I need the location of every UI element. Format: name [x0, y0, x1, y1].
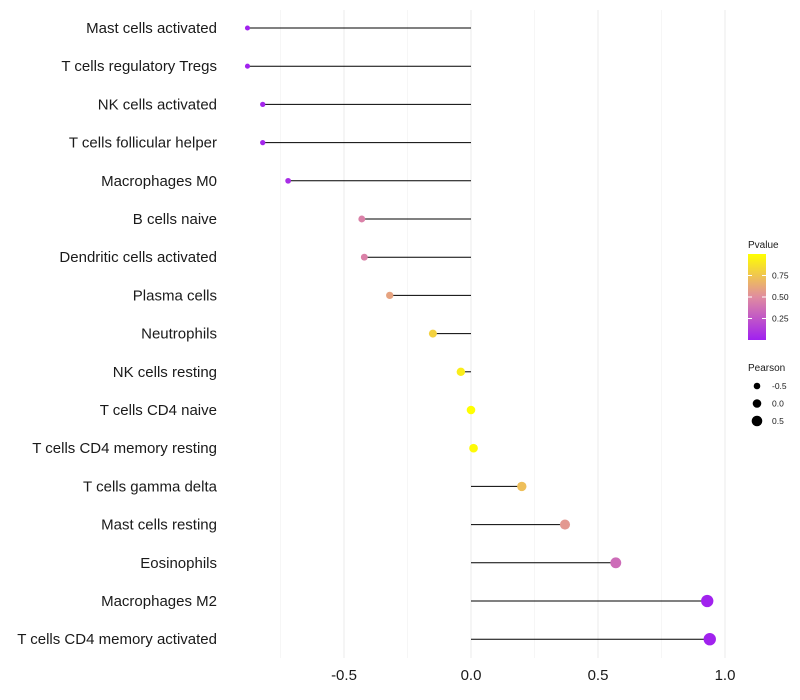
category-label: NK cells activated: [98, 96, 217, 113]
category-label: T cells regulatory Tregs: [61, 58, 217, 75]
pvalue-tick-label: 0.25: [772, 314, 789, 324]
pearson-legend-key: [753, 382, 761, 390]
category-label: T cells CD4 memory activated: [17, 631, 217, 648]
x-tick-label: 1.0: [715, 667, 736, 684]
lollipop-point: [469, 443, 478, 453]
category-label: Dendritic cells activated: [59, 249, 217, 266]
category-label: Eosinophils: [140, 555, 217, 572]
pearson-legend-label: 0.0: [772, 399, 784, 409]
category-label: B cells naive: [133, 211, 217, 228]
pearson-legend-key: [751, 415, 763, 427]
pearson-legend-label: 0.5: [772, 416, 784, 426]
x-tick-label: 0.5: [588, 667, 609, 684]
grid-lines: [280, 10, 726, 658]
pearson-legend-title: Pearson: [748, 363, 785, 374]
lollipop-point: [610, 557, 622, 569]
category-label: T cells CD4 naive: [100, 402, 217, 419]
pearson-legend-label: -0.5: [772, 381, 787, 391]
lollipop-point: [285, 177, 291, 184]
category-labels: Mast cells activated T cells regulatory T…: [17, 20, 217, 648]
category-label: T cells follicular helper: [69, 135, 217, 152]
lollipop-point: [244, 63, 251, 69]
pearson-legend: Pearson -0.5 0.0 0.5: [748, 363, 787, 427]
lollipop-point: [703, 633, 716, 646]
lollipop-point: [701, 594, 714, 608]
x-tick-label: -0.5: [331, 667, 357, 684]
category-label: Macrophages M0: [101, 173, 217, 190]
lollipop-points: [244, 25, 716, 646]
lollipop-stems: [247, 27, 710, 640]
x-tick-label: 0.0: [461, 667, 482, 684]
lollipop-point: [559, 519, 571, 530]
category-label: T cells CD4 memory resting: [32, 440, 217, 457]
category-label: T cells gamma delta: [83, 478, 218, 495]
x-axis-ticks: -0.5 0.0 0.5 1.0: [331, 667, 735, 684]
pearson-legend-key: [752, 399, 762, 408]
pvalue-colorbar: [748, 254, 766, 340]
lollipop-point: [358, 215, 366, 223]
lollipop-point: [517, 481, 527, 492]
lollipop-point: [360, 253, 368, 261]
category-label: Mast cells activated: [86, 20, 217, 37]
pvalue-tick-label: 0.75: [772, 271, 789, 281]
pvalue-tick-label: 0.50: [772, 292, 789, 302]
lollipop-point: [260, 139, 266, 146]
pvalue-legend: Pvalue 0.75 0.50 0.25: [748, 240, 789, 340]
lollipop-point: [456, 367, 466, 377]
lollipop-point: [428, 329, 437, 338]
category-label: Neutrophils: [141, 326, 217, 343]
category-label: NK cells resting: [113, 364, 217, 381]
category-label: Macrophages M2: [101, 593, 217, 610]
category-label: Plasma cells: [133, 287, 217, 304]
lollipop-point: [386, 291, 394, 300]
lollipop-point: [260, 101, 266, 108]
lollipop-point: [466, 405, 476, 415]
lollipop-point: [244, 25, 251, 31]
category-label: Mast cells resting: [101, 517, 217, 534]
pvalue-legend-title: Pvalue: [748, 240, 779, 251]
